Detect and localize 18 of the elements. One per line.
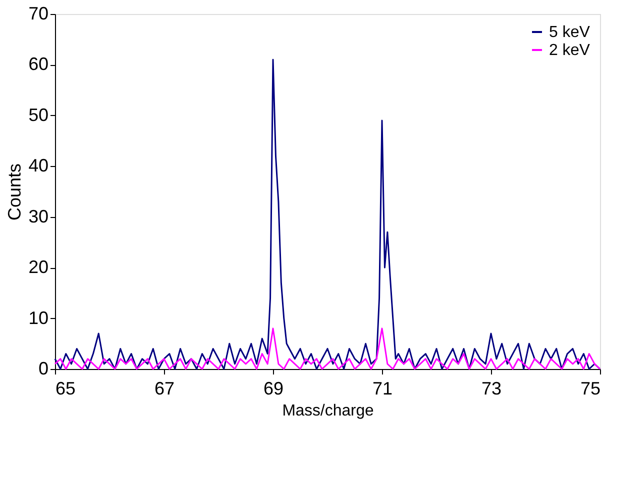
y-tick-label: 20 xyxy=(28,257,48,278)
x-axis-title: Mass/charge xyxy=(282,402,374,420)
x-tick-label: 69 xyxy=(263,378,284,398)
y-tick-label: 0 xyxy=(38,358,48,378)
y-tick-label: 70 xyxy=(28,4,48,24)
y-tick-label: 50 xyxy=(28,104,48,125)
y-tick-label: 40 xyxy=(28,156,48,176)
y-axis-title: Counts xyxy=(4,163,24,221)
y-tick-label: 10 xyxy=(28,308,48,328)
x-tick-label: 73 xyxy=(481,378,502,398)
y-tick-label: 30 xyxy=(28,206,48,226)
x-tick-label: 75 xyxy=(580,378,600,398)
legend-label: 2 keV xyxy=(549,42,590,59)
x-tick-label: 65 xyxy=(56,378,76,398)
legend-label: 5 keV xyxy=(549,24,590,41)
x-tick-label: 71 xyxy=(372,378,393,398)
x-tick-label: 67 xyxy=(154,378,175,398)
y-tick-label: 60 xyxy=(28,54,48,74)
